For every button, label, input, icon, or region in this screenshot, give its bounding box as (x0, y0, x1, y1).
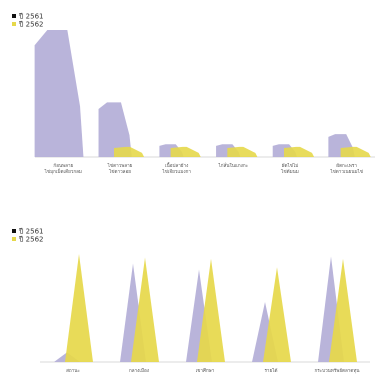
category-label-2-line-1: ไข่ดาวพลาย (107, 162, 133, 169)
category-label-1-line-2: ไข่มุกเม็ดเดียวกลม (44, 167, 82, 175)
category-label-1-line-1: ก้อนพลาย (53, 163, 73, 169)
category-label-3-line-2: ไข่เจียวแมงกา (161, 168, 191, 175)
category-label-3-line-1: เนื้อปลาย้าง (165, 162, 188, 169)
mark-y2562-4 (227, 146, 258, 157)
legend-label-1: ปี 2561 (19, 13, 44, 21)
category-label-6-line-2: ไข่ดาวเนยนมไข่ (329, 168, 363, 175)
category-label-4: รายได้ (264, 367, 277, 374)
mark-y2562-5 (284, 146, 315, 157)
mark-y2562-4 (263, 267, 291, 362)
mark-y2562-3 (170, 146, 201, 157)
mark-y2562-3 (197, 258, 225, 362)
category-label-2-line-2: ไข่ดาวลอย (108, 168, 131, 175)
legend-label-2: ปี 2562 (19, 236, 44, 244)
mark-y2561-2 (98, 102, 132, 157)
legend-swatch-1 (12, 229, 16, 233)
category-label-3: เขาศึกษา (196, 368, 215, 374)
legend-swatch-2 (12, 22, 16, 26)
legend-label-2: ปี 2562 (19, 21, 44, 29)
category-label-4-line-1: ไก่สั่นในแกงกะ (218, 162, 249, 169)
mark-y2561-1 (34, 30, 84, 157)
legend-label-1: ปี 2561 (19, 228, 44, 236)
category-label-2: กลางเมือง (129, 367, 149, 374)
category-label-5-line-2: ไข่ต้มนม (280, 168, 299, 175)
mark-y2562-5 (329, 258, 357, 362)
mark-y2562-2 (131, 257, 159, 362)
legend-swatch-2 (12, 237, 16, 241)
legend-swatch-1 (12, 14, 16, 18)
category-label-5-line-1: ผัดไข่ไม่ (282, 162, 298, 169)
category-label-6-line-1: ผัดกะเพรา (336, 162, 357, 169)
category-label-1: สถานะ (66, 368, 80, 374)
mark-y2562-1 (65, 254, 93, 362)
mark-y2562-6 (340, 146, 371, 157)
category-label-5: กระบวนทรัพย์ตลาดทุน (314, 367, 360, 374)
mark-y2562-2 (114, 146, 145, 157)
